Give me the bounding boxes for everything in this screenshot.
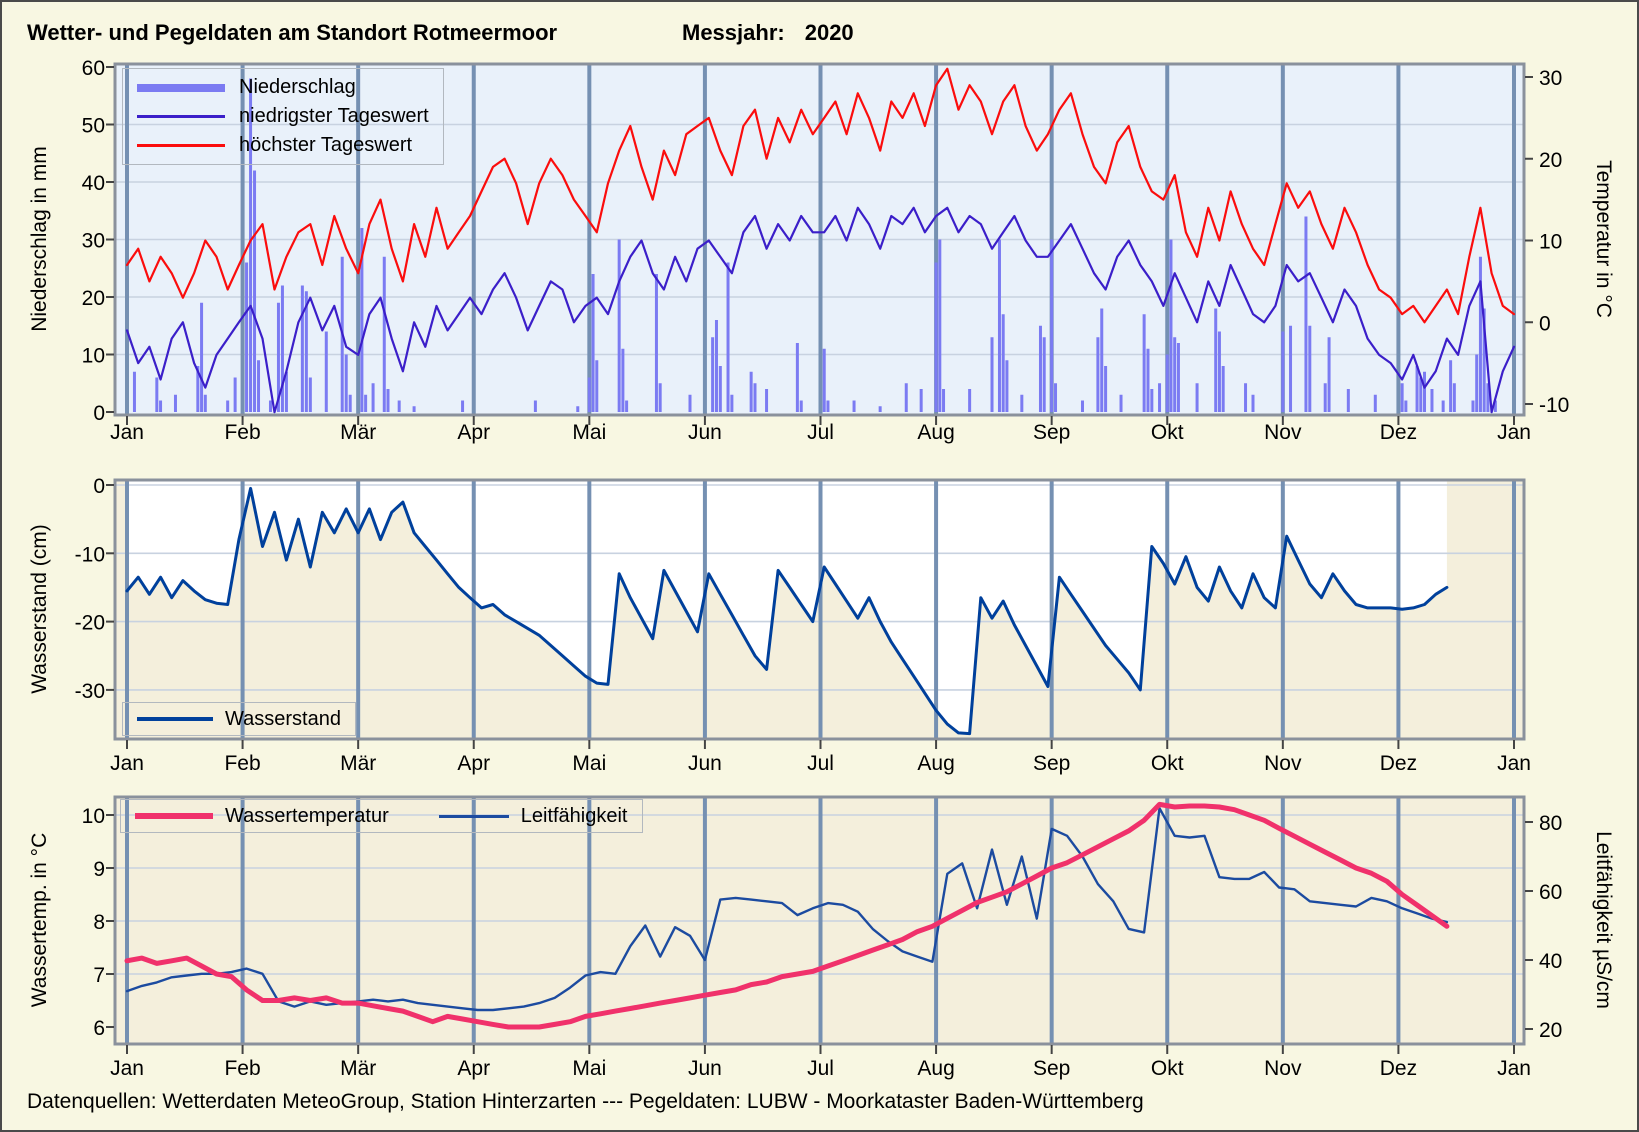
svg-text:Mär: Mär [340, 421, 376, 444]
svg-text:30: 30 [1539, 67, 1562, 90]
legend-item-tmax: höchster Tageswert [137, 131, 429, 160]
tmin-swatch [137, 115, 225, 118]
svg-text:0: 0 [93, 402, 105, 425]
legend-item-niederschlag: Niederschlag [137, 73, 429, 102]
svg-text:Jul: Jul [807, 421, 834, 444]
svg-text:Jun: Jun [688, 752, 722, 775]
svg-text:Nov: Nov [1264, 1057, 1302, 1080]
panel3-left-axis-title: Wassertemp. in °C [28, 832, 51, 1008]
svg-text:Apr: Apr [457, 421, 490, 444]
svg-text:Jan: Jan [1497, 1057, 1531, 1080]
page-title: Wetter- und Pegeldaten am Standort Rotme… [27, 20, 558, 45]
leitfaehigkeit-swatch [438, 814, 509, 818]
svg-text:Mai: Mai [572, 1057, 606, 1080]
svg-text:10: 10 [82, 805, 105, 828]
svg-text:Okt: Okt [1151, 1057, 1184, 1080]
svg-text:Sep: Sep [1033, 1057, 1070, 1080]
legend-label: Leitfähigkeit [520, 804, 628, 827]
svg-text:Okt: Okt [1151, 752, 1184, 775]
svg-text:-10: -10 [1539, 394, 1569, 417]
precipitation-temperature-plot: 0 10 20 30 40 50 60 -10 0 10 20 30 Jan Feb Mär Apr Mai Ju… [82, 57, 1570, 444]
panel2-legend: Wasserstand [122, 702, 356, 736]
svg-text:Nov: Nov [1264, 421, 1302, 444]
svg-text:20: 20 [82, 287, 105, 310]
svg-text:Mär: Mär [340, 752, 376, 775]
svg-text:60: 60 [82, 57, 105, 80]
svg-text:Jul: Jul [807, 1057, 834, 1080]
svg-text:Jan: Jan [1497, 752, 1531, 775]
svg-text:10: 10 [82, 345, 105, 368]
niederschlag-swatch [137, 83, 225, 92]
legend-item-tmin: niedrigster Tageswert [137, 102, 429, 131]
svg-text:0: 0 [93, 475, 105, 498]
svg-text:Dez: Dez [1380, 421, 1417, 444]
svg-text:Aug: Aug [917, 421, 954, 444]
svg-text:Mär: Mär [340, 1057, 376, 1080]
svg-text:Jul: Jul [807, 752, 834, 775]
svg-text:Feb: Feb [224, 752, 260, 775]
svg-text:Feb: Feb [224, 421, 260, 444]
svg-text:40: 40 [1539, 950, 1562, 973]
wasserstand-swatch [137, 717, 213, 721]
legend-label: Wasserstand [225, 707, 341, 730]
svg-text:Jun: Jun [688, 421, 722, 444]
data-sources-caption: Datenquellen: Wetterdaten MeteoGroup, St… [27, 1090, 1144, 1113]
svg-text:Sep: Sep [1033, 421, 1070, 444]
svg-text:30: 30 [82, 230, 105, 253]
svg-text:Feb: Feb [224, 1057, 260, 1080]
panel3-right-axis-title: Leitfähigkeit µS/cm [1592, 831, 1615, 1009]
legend-label: Niederschlag [239, 76, 356, 98]
panel1-right-axis-title: Temperatur in °C [1592, 160, 1615, 318]
legend-item-wasserstand: Wasserstand [137, 707, 341, 731]
tmax-swatch [137, 144, 225, 147]
svg-text:Jun: Jun [688, 1057, 722, 1080]
water-level-plot: 0 -10 -20 -30 Jan Feb Mär Apr Mai Jun Jul Aug Sep Okt… [75, 475, 1531, 775]
svg-text:40: 40 [82, 172, 105, 195]
svg-text:Jan: Jan [110, 421, 144, 444]
svg-text:Apr: Apr [457, 752, 490, 775]
svg-text:80: 80 [1539, 812, 1562, 835]
svg-text:-20: -20 [75, 612, 105, 635]
svg-text:-30: -30 [75, 680, 105, 703]
svg-text:Aug: Aug [917, 1057, 954, 1080]
svg-text:Jan: Jan [110, 752, 144, 775]
svg-text:Sep: Sep [1033, 752, 1070, 775]
svg-text:-10: -10 [75, 543, 105, 566]
svg-text:Mai: Mai [572, 421, 606, 444]
svg-text:Jan: Jan [1497, 421, 1531, 444]
legend-label: niedrigster Tageswert [239, 105, 429, 127]
svg-text:Jan: Jan [110, 1057, 144, 1080]
svg-text:10: 10 [1539, 231, 1562, 254]
svg-text:Dez: Dez [1380, 1057, 1417, 1080]
messjahr-label: Messjahr: [682, 20, 785, 45]
messjahr-group: Messjahr: 2020 [682, 20, 854, 46]
svg-text:Okt: Okt [1151, 421, 1184, 444]
svg-text:20: 20 [1539, 149, 1562, 172]
legend-label: Wassertemperatur [225, 804, 389, 827]
svg-text:9: 9 [93, 858, 105, 881]
legend-label: höchster Tageswert [239, 134, 413, 156]
svg-text:Apr: Apr [457, 1057, 490, 1080]
svg-text:20: 20 [1539, 1019, 1562, 1042]
svg-text:Mai: Mai [572, 752, 606, 775]
svg-text:8: 8 [93, 911, 105, 934]
panel1-left-axis-title: Niederschlag in mm [28, 146, 51, 332]
panel1-legend: Niederschlag niedrigster Tageswert höchs… [122, 68, 444, 165]
svg-text:0: 0 [1539, 312, 1551, 335]
messjahr-value: 2020 [804, 20, 854, 45]
svg-text:6: 6 [93, 1017, 105, 1040]
svg-text:50: 50 [82, 115, 105, 138]
legend-items-panel3: Wassertemperatur Leitfähigkeit [135, 804, 628, 828]
svg-text:Dez: Dez [1380, 752, 1417, 775]
panel2-left-axis-title: Wasserstand (cm) [28, 524, 51, 694]
svg-text:60: 60 [1539, 881, 1562, 904]
svg-text:7: 7 [93, 964, 105, 987]
svg-text:Aug: Aug [917, 752, 954, 775]
watertemp-conductivity-plot: 6 7 8 9 10 20 40 60 80 Jan Feb Mär Apr Mai Jun Jul Aug Se… [82, 795, 1562, 1080]
panel3-legend: Wassertemperatur Leitfähigkeit [120, 799, 643, 833]
wassertemperatur-swatch [135, 813, 213, 819]
svg-text:Nov: Nov [1264, 752, 1302, 775]
